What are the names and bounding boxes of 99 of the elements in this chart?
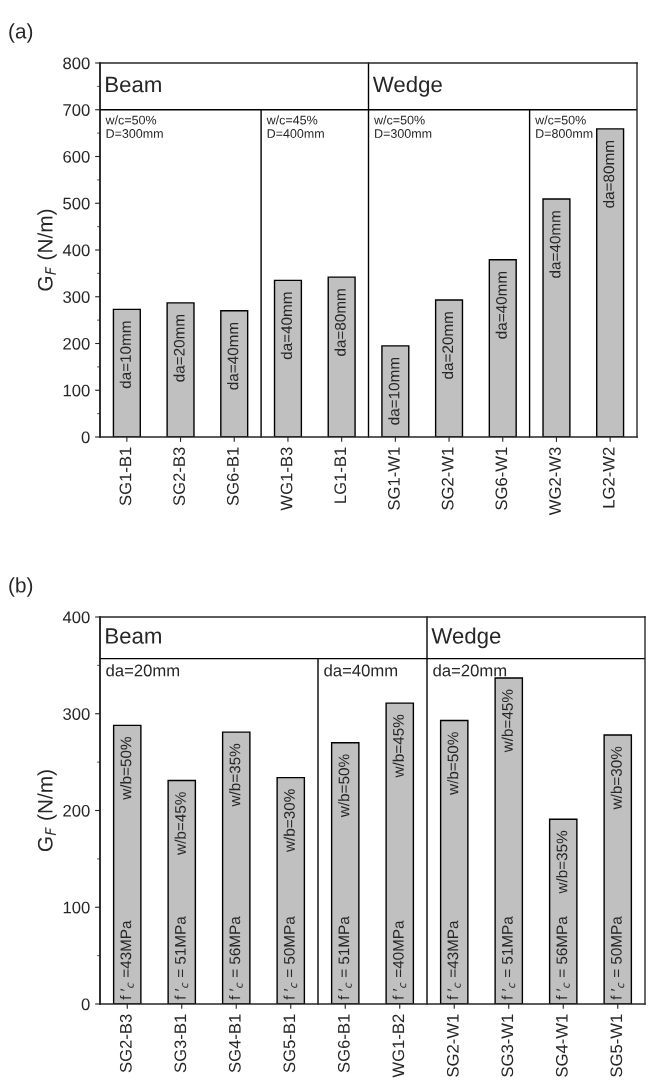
y-tick-label: 700 [63,104,90,116]
bar [385,702,415,1004]
y-tick-label: 400 [62,244,90,257]
y-axis-title: G$_{F}$ (N/m) [37,209,57,291]
x-tick-label: SG6-B1 [337,1014,350,1073]
bar [276,776,306,1004]
annotation: Wedge [372,76,442,97]
annotation: da=40mm [227,322,239,390]
y-tick-label: 200 [63,337,90,350]
annotation: w/b=45% [501,689,513,753]
bar [167,779,197,1004]
x-tick-label: SG2-B3 [173,447,186,506]
annotation: w/b=50% [338,754,350,818]
annotation: Beam [106,76,161,93]
bar [166,302,195,437]
annotation: da=20mm [173,314,185,382]
annotation: da=80mm [603,141,615,208]
annotation: f ′$_{c}$ = 50MPa [610,916,625,1000]
annotation: da=20mm [106,664,180,677]
annotation: w/b=35% [229,743,241,807]
annotation: da=40mm [549,211,561,278]
x-tick-label: WG2-W3 [549,447,561,516]
annotation: w/c=50% D=800mm [535,115,593,138]
x-tick-label: SG2-W1 [446,1014,459,1077]
annotation: w/b=45% [174,792,186,855]
y-tick-label: 500 [63,197,90,210]
annotation: f ′$_{c}$ =43MPa [447,920,461,1000]
annotation: da=80mm [334,289,346,356]
annotation: f ′$_{c}$ =40MPa [392,920,407,1000]
x-tick-label: SG6-B1 [226,447,239,506]
bar [494,677,524,1004]
x-tick-label: SG1-B1 [119,447,132,506]
y-tick-label: 400 [62,611,90,624]
bar [221,731,251,1004]
y-tick-label: 600 [63,150,90,163]
annotation: da=10mm [119,321,131,389]
y-axis-title: G$_{F}$ (N/m) [37,770,57,852]
annotation: w/b=35% [556,830,568,894]
x-tick-label: SG4-B1 [228,1014,241,1073]
annotation: f ′$_{c}$ = 56MPa [556,916,570,1000]
bar [548,818,578,1004]
bar [330,742,360,1004]
annotation: Beam [106,628,161,644]
bar [112,308,141,437]
annotation: w/b=50% [447,732,459,795]
x-tick-label: SG4-W1 [555,1014,568,1077]
annotation: da=20mm [433,664,507,677]
y-tick-label: 800 [63,57,90,70]
x-tick-label: SG3-B1 [174,1014,187,1073]
x-tick-label: SG2-B3 [119,1014,132,1073]
x-tick-label: SG5-B1 [283,1014,296,1073]
annotation: w/c=45% D=400mm [266,115,324,138]
annotation: w/b=30% [283,789,295,853]
annotation: da=40mm [495,271,507,339]
chart-title: (b) [9,577,33,597]
annotation: f ′$_{c}$ = 50MPa [283,916,298,1000]
y-tick-label: 100 [63,901,90,914]
annotation: w/c=50% D=300mm [105,115,163,138]
x-tick-label: SG3-W1 [501,1014,514,1077]
annotation: Wedge [431,627,501,649]
x-tick-label: SG2-W1 [441,447,454,510]
y-tick-label: 100 [63,384,90,397]
annotation: f ′$_{c}$ = 51MPa [501,916,516,1000]
bar [439,719,469,1004]
x-tick-label: SG6-W1 [495,447,508,510]
x-tick-label: SG5-W1 [610,1014,623,1077]
bar [596,128,625,437]
bar [488,259,517,437]
annotation: w/b=30% [610,746,622,810]
bar [327,276,356,437]
y-tick-label: 200 [63,804,90,817]
annotation: w/b=45% [392,714,404,778]
x-tick-label: WG1-B2 [392,1014,405,1078]
y-tick-label: 300 [63,291,90,303]
bar [381,345,410,437]
bar [112,724,142,1004]
chart-title: (a) [9,23,33,43]
bar [542,198,571,437]
x-tick-label: SG1-W1 [388,447,400,510]
annotation: da=10mm [388,357,400,425]
annotation: f ′$_{c}$ = 51MPa [338,916,352,1000]
y-tick-label: 0 [81,431,90,444]
bar [603,734,633,1004]
annotation: f ′$_{c}$ = 51MPa [174,916,189,1000]
annotation: f ′$_{c}$ = 56MPa [229,916,243,1000]
annotation: da=40mm [280,292,293,360]
annotation: da=40mm [324,664,398,677]
bar [434,299,464,437]
y-tick-label: 0 [81,998,90,1011]
x-tick-label: LG1-B1 [334,447,347,503]
x-tick-label: WG1-B3 [280,447,293,511]
annotation: w/c=50% D=300mm [374,115,432,138]
annotation: w/b=50% [120,737,132,800]
annotation: da=20mm [441,312,454,379]
bar [220,310,249,437]
y-tick-label: 300 [63,708,90,720]
bar [273,279,303,437]
x-tick-label: LG2-W2 [602,447,615,508]
annotation: f ′$_{c}$ =43MPa [120,920,134,1000]
